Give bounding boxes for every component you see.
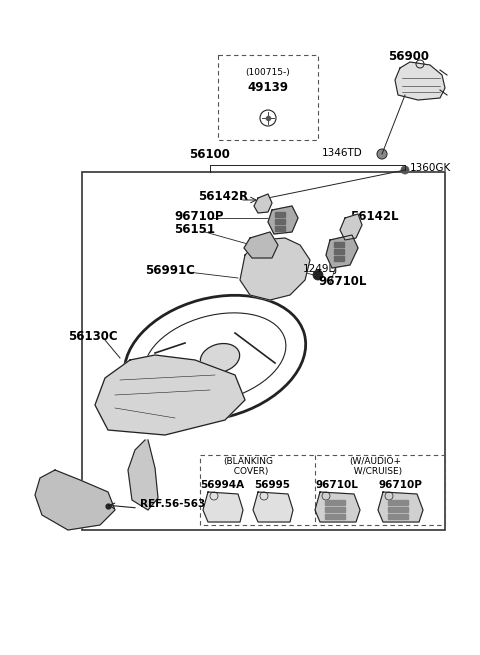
Text: 49139: 49139 [248, 81, 288, 94]
Polygon shape [95, 355, 245, 435]
Bar [388, 500, 408, 505]
Bar [325, 514, 345, 519]
Text: 1249LJ: 1249LJ [303, 264, 338, 274]
Bar [388, 514, 408, 519]
Ellipse shape [200, 343, 240, 373]
Text: 1360GK: 1360GK [410, 163, 451, 173]
Text: 1346TD: 1346TD [322, 148, 363, 158]
Text: 56991C: 56991C [145, 264, 195, 277]
Circle shape [377, 149, 387, 159]
Text: COVER): COVER) [228, 467, 268, 476]
Circle shape [313, 270, 323, 280]
Text: 96710L: 96710L [318, 275, 366, 288]
Bar [275, 212, 285, 217]
Text: 56995: 56995 [254, 480, 290, 490]
Text: W/CRUISE): W/CRUISE) [348, 467, 402, 476]
Text: (100715-): (100715-) [246, 68, 290, 77]
Polygon shape [35, 470, 115, 530]
Bar [388, 507, 408, 512]
Text: (W/AUDIO+: (W/AUDIO+ [349, 457, 401, 466]
Polygon shape [315, 492, 360, 522]
Polygon shape [244, 232, 278, 258]
Bar [334, 242, 344, 247]
Polygon shape [395, 62, 445, 100]
Bar [275, 219, 285, 224]
Polygon shape [128, 440, 158, 510]
Text: 56130C: 56130C [68, 330, 118, 343]
Bar [334, 249, 344, 254]
Polygon shape [203, 492, 243, 522]
Bar [200, 455, 445, 525]
Text: 56151: 56151 [174, 223, 215, 236]
Polygon shape [253, 492, 293, 522]
Circle shape [401, 166, 409, 174]
Text: 56900: 56900 [388, 50, 429, 63]
Text: 96710P: 96710P [174, 210, 224, 223]
Text: 96710L: 96710L [315, 480, 359, 490]
Polygon shape [378, 492, 423, 522]
Polygon shape [268, 206, 298, 234]
Bar [218, 55, 318, 140]
Text: 56142R: 56142R [198, 190, 248, 203]
Text: 56142L: 56142L [350, 210, 398, 223]
Text: (BLANKING: (BLANKING [223, 457, 273, 466]
Bar [325, 507, 345, 512]
Text: 56994A: 56994A [200, 480, 244, 490]
Bar [325, 500, 345, 505]
Polygon shape [240, 238, 310, 300]
Text: REF.56-563: REF.56-563 [140, 499, 205, 509]
Bar [334, 256, 344, 261]
Polygon shape [340, 214, 362, 240]
Polygon shape [326, 235, 358, 268]
Text: 96710P: 96710P [378, 480, 422, 490]
Bar [275, 226, 285, 231]
Bar [82, 172, 445, 530]
Polygon shape [254, 194, 272, 213]
Text: 56100: 56100 [190, 148, 230, 161]
